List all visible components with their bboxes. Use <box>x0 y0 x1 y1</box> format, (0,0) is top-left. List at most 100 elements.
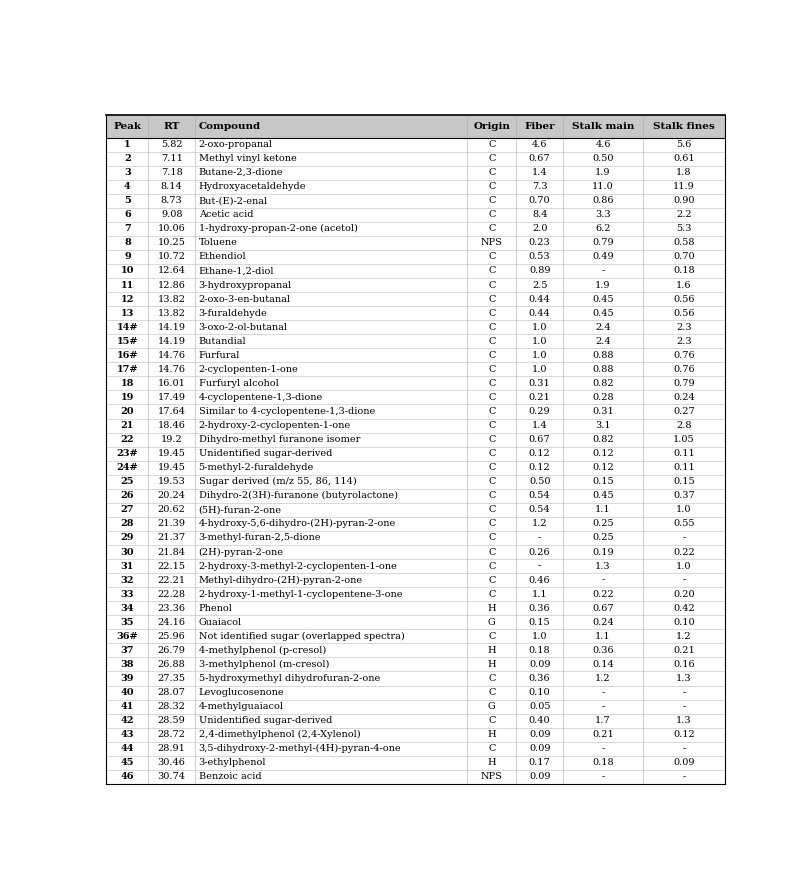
Text: 17.49: 17.49 <box>157 393 186 402</box>
Text: 0.54: 0.54 <box>529 506 551 514</box>
Bar <box>106 115 725 138</box>
Text: 28.32: 28.32 <box>157 702 186 711</box>
Text: 1.9: 1.9 <box>595 280 611 289</box>
Text: 0.79: 0.79 <box>592 239 614 247</box>
Text: 8: 8 <box>124 239 131 247</box>
Text: 1.3: 1.3 <box>676 716 692 725</box>
Text: C: C <box>488 632 496 641</box>
Text: G: G <box>488 618 496 627</box>
Bar <box>106 433 725 447</box>
Text: 7.11: 7.11 <box>161 154 182 163</box>
Text: 4: 4 <box>124 182 131 191</box>
Text: 2.4: 2.4 <box>595 323 611 332</box>
Bar <box>106 447 725 461</box>
Text: C: C <box>488 744 496 753</box>
Text: C: C <box>488 210 496 219</box>
Bar <box>106 138 725 151</box>
Text: 1.4: 1.4 <box>532 168 547 177</box>
Text: 0.09: 0.09 <box>529 730 551 740</box>
Bar <box>106 418 725 433</box>
Text: 22: 22 <box>121 435 134 444</box>
Text: 3,5-dihydroxy-2-methyl-(4H)-pyran-4-one: 3,5-dihydroxy-2-methyl-(4H)-pyran-4-one <box>199 744 401 753</box>
Text: 24#: 24# <box>117 463 138 473</box>
Bar <box>106 278 725 292</box>
Text: 32: 32 <box>121 576 134 585</box>
Text: 2.0: 2.0 <box>532 224 547 233</box>
Text: 0.82: 0.82 <box>592 435 614 444</box>
Text: Levoglucosenone: Levoglucosenone <box>199 688 284 697</box>
Text: Guaiacol: Guaiacol <box>199 618 242 627</box>
Text: 2-hydroxy-1-methyl-1-cyclopentene-3-one: 2-hydroxy-1-methyl-1-cyclopentene-3-one <box>199 590 403 599</box>
Text: 3.3: 3.3 <box>595 210 611 219</box>
Text: 2-hydroxy-2-cyclopenten-1-one: 2-hydroxy-2-cyclopenten-1-one <box>199 421 350 430</box>
Text: 6.2: 6.2 <box>595 224 611 233</box>
Text: Furfuryl alcohol: Furfuryl alcohol <box>199 379 278 388</box>
Text: 0.20: 0.20 <box>673 590 695 599</box>
Text: Origin: Origin <box>474 122 510 131</box>
Text: 0.24: 0.24 <box>673 393 695 402</box>
Text: C: C <box>488 336 496 345</box>
Text: 11: 11 <box>121 280 134 289</box>
Text: 23.36: 23.36 <box>157 603 186 612</box>
Text: RT: RT <box>164 122 180 131</box>
Bar <box>106 461 725 474</box>
Text: 3.1: 3.1 <box>595 421 611 430</box>
Text: 0.16: 0.16 <box>673 660 695 669</box>
Text: C: C <box>488 674 496 683</box>
Text: 0.22: 0.22 <box>673 547 695 556</box>
Text: 30.46: 30.46 <box>157 758 186 767</box>
Text: 3-oxo-2-ol-butanal: 3-oxo-2-ol-butanal <box>199 323 288 332</box>
Text: Sugar derived (m/z 55, 86, 114): Sugar derived (m/z 55, 86, 114) <box>199 477 356 486</box>
Text: -: - <box>602 688 605 697</box>
Bar <box>106 250 725 264</box>
Text: 44: 44 <box>121 744 134 753</box>
Text: 0.18: 0.18 <box>592 758 614 767</box>
Text: Butane-2,3-dione: Butane-2,3-dione <box>199 168 283 177</box>
Text: 11.9: 11.9 <box>673 182 695 191</box>
Text: 42: 42 <box>121 716 134 725</box>
Bar <box>106 770 725 784</box>
Text: 0.12: 0.12 <box>529 449 551 458</box>
Text: H: H <box>487 730 496 740</box>
Bar <box>106 391 725 404</box>
Text: 0.12: 0.12 <box>529 463 551 473</box>
Text: 0.70: 0.70 <box>529 196 551 206</box>
Bar <box>106 292 725 306</box>
Text: 34: 34 <box>121 603 134 612</box>
Text: Dihydro-methyl furanone isomer: Dihydro-methyl furanone isomer <box>199 435 360 444</box>
Text: 0.76: 0.76 <box>673 351 695 360</box>
Text: 0.45: 0.45 <box>592 491 614 500</box>
Bar <box>106 700 725 714</box>
Text: 9: 9 <box>124 253 131 262</box>
Text: -: - <box>602 773 605 781</box>
Text: C: C <box>488 253 496 262</box>
Text: C: C <box>488 295 496 303</box>
Text: C: C <box>488 140 496 149</box>
Text: 27: 27 <box>121 506 134 514</box>
Text: 28.59: 28.59 <box>158 716 186 725</box>
Text: 0.31: 0.31 <box>592 407 614 416</box>
Text: 22.21: 22.21 <box>157 576 186 585</box>
Text: Stalk main: Stalk main <box>572 122 634 131</box>
Text: 1.0: 1.0 <box>676 506 692 514</box>
Text: C: C <box>488 547 496 556</box>
Text: 18: 18 <box>121 379 134 388</box>
Text: C: C <box>488 351 496 360</box>
Text: 26.88: 26.88 <box>158 660 186 669</box>
Text: 0.24: 0.24 <box>592 618 614 627</box>
Text: Peak: Peak <box>114 122 141 131</box>
Text: 0.50: 0.50 <box>592 154 614 163</box>
Text: 1.6: 1.6 <box>676 280 692 289</box>
Text: -: - <box>682 576 685 585</box>
Text: 2,4-dimethylphenol (2,4-Xylenol): 2,4-dimethylphenol (2,4-Xylenol) <box>199 730 360 740</box>
Bar <box>106 474 725 489</box>
Bar <box>106 489 725 503</box>
Bar <box>106 151 725 166</box>
Bar <box>106 658 725 671</box>
Text: Similar to 4-cyclopentene-1,3-dione: Similar to 4-cyclopentene-1,3-dione <box>199 407 375 416</box>
Text: 7.3: 7.3 <box>532 182 547 191</box>
Text: H: H <box>487 603 496 612</box>
Text: 19.53: 19.53 <box>157 477 186 486</box>
Text: 3-hydroxypropanal: 3-hydroxypropanal <box>199 280 292 289</box>
Text: -: - <box>682 688 685 697</box>
